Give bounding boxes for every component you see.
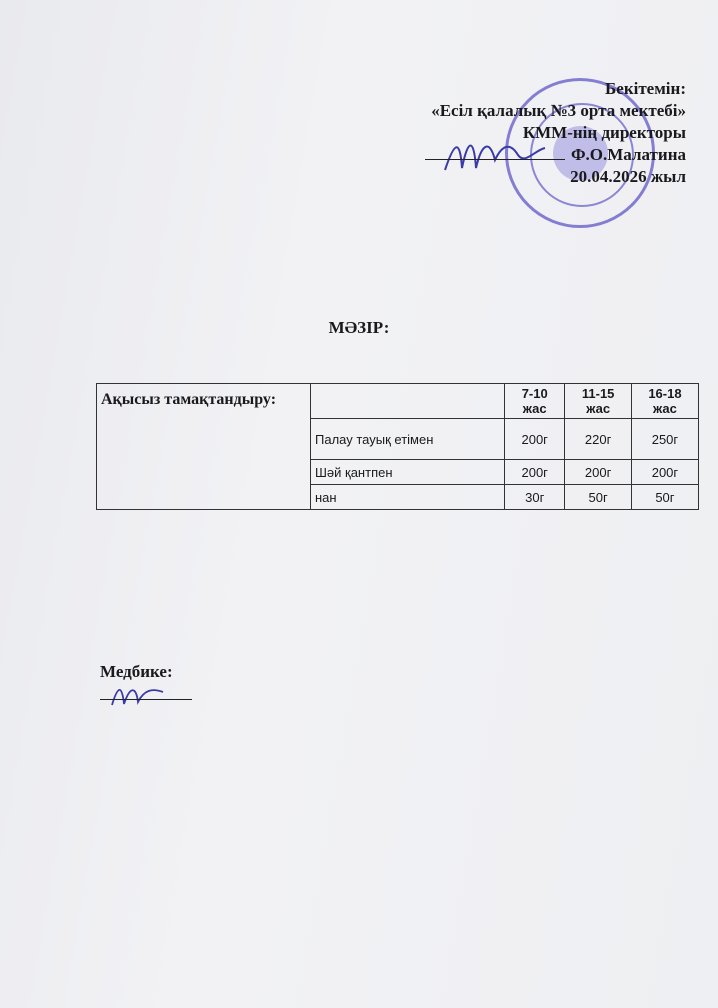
item-name: нан (310, 484, 505, 510)
approval-block: Бекітемін: «Есіл қалалық №3 орта мектебі… (424, 78, 686, 188)
school-name: «Есіл қалалық №3 орта мектебі» (431, 101, 686, 120)
approval-heading: Бекітемін: (605, 79, 686, 98)
item-name: Шәй қантпен (310, 459, 505, 485)
table-header-row: Ақысыз тамақтандыру: 7-10 жас 11-15 жас … (96, 383, 700, 510)
signature-line (424, 159, 565, 160)
official-stamp (505, 78, 655, 228)
approval-date: 20.04.2026 жыл (570, 167, 686, 186)
table-cell: 200г (630, 459, 700, 485)
table-cell: 200г (503, 459, 566, 485)
column-header: 11-15 жас (564, 383, 632, 419)
table-cell: 200г (564, 459, 632, 485)
menu-table: Ақысыз тамақтандыру: 7-10 жас 11-15 жас … (96, 383, 700, 510)
table-cell: 30г (503, 484, 566, 510)
table-row: Шәй қантпен 200г 200г 200г (97, 459, 700, 485)
table-cell: 50г (630, 484, 700, 510)
table-cell: 50г (564, 484, 632, 510)
column-header (310, 383, 505, 419)
director-signature (444, 144, 546, 171)
table-cell: 250г (630, 418, 700, 460)
table-cell: 200г (503, 418, 566, 460)
column-header: 7-10 жас (503, 383, 566, 419)
director-name: Ф.О.Малатина (570, 145, 686, 164)
page-title: МӘЗІР: (328, 318, 390, 337)
nurse-signature (111, 688, 164, 706)
table-row: нан 30г 50г 50г (97, 484, 700, 510)
nurse-signature-line (100, 699, 192, 700)
nurse-label: Медбике: (100, 662, 173, 681)
table-cell: 220г (564, 418, 632, 460)
item-name: Палау тауық етімен (310, 418, 505, 460)
column-header: 16-18 жас (630, 383, 700, 419)
section-label: Ақысыз тамақтандыру: (96, 383, 311, 510)
director-position: КММ-нің директоры (522, 123, 686, 142)
table-row: Палау тауық етімен 200г 220г 250г (97, 418, 700, 460)
